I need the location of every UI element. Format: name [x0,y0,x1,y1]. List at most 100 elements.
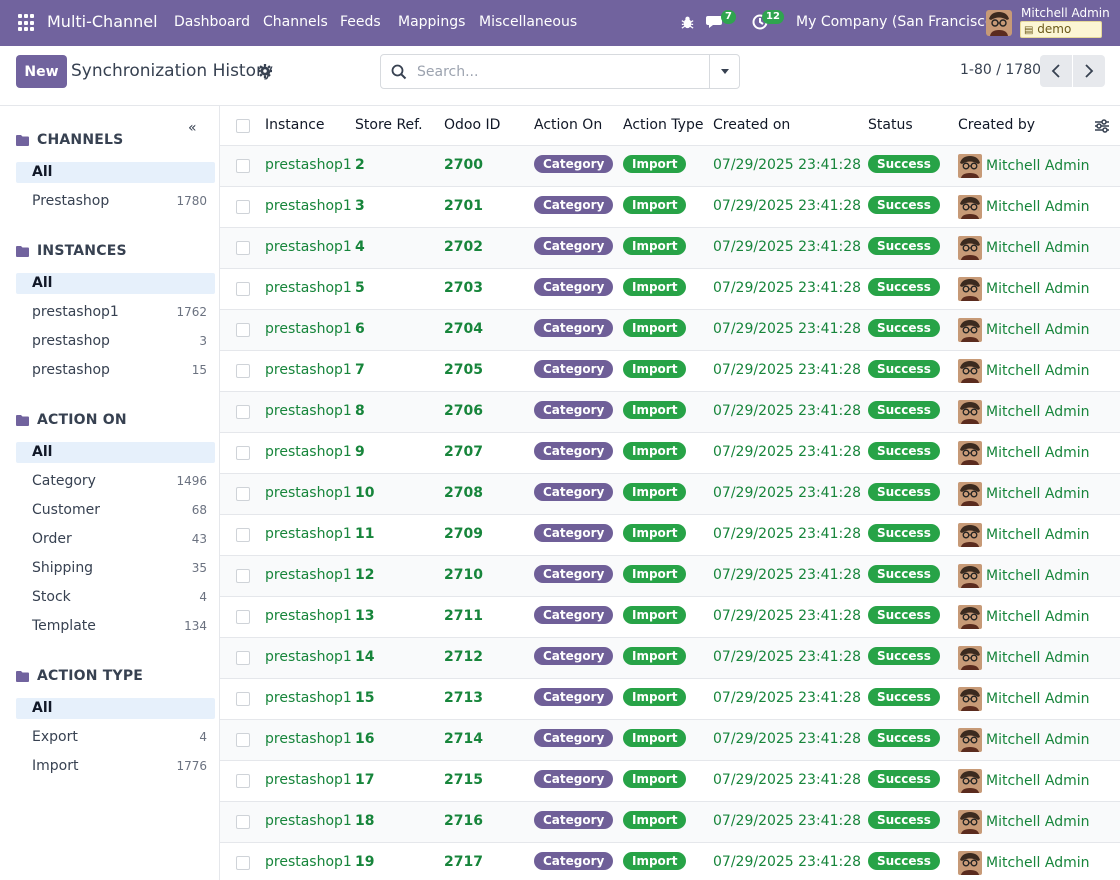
row-checkbox[interactable] [236,323,250,337]
table-row[interactable]: prestashop1 19 2717 Category Import 07/29/202… [220,843,1120,880]
table-row[interactable]: prestashop1 5 2703 Category Import 07/29/2025… [220,269,1120,310]
column-status[interactable]: Status [868,117,913,133]
filter-item[interactable]: Template 134 [16,616,215,637]
table-row[interactable]: prestashop1 14 2712 Category Import 07/29/202… [220,638,1120,679]
pager-value[interactable]: 1-80 / 1780 [960,62,1042,78]
filter-item[interactable]: prestashop 15 [16,360,215,381]
cell-created-on: 07/29/2025 23:41:28 [713,280,862,296]
table-row[interactable]: prestashop1 9 2707 Category Import 07/29/2025… [220,433,1120,474]
chat-icon[interactable] [706,14,724,30]
status-badge: Success [868,770,940,788]
row-checkbox[interactable] [236,487,250,501]
menu-mappings[interactable]: Mappings [398,14,466,30]
cell-instance: prestashop1 [265,280,352,296]
column-store-ref[interactable]: Store Ref. [355,117,423,133]
table-row[interactable]: prestashop1 15 2713 Category Import 07/29/202… [220,679,1120,720]
cell-created-by: Mitchell Admin [986,199,1090,215]
optional-columns-icon[interactable] [1094,118,1110,134]
column-action-on[interactable]: Action On [534,117,603,133]
table-row[interactable]: prestashop1 10 2708 Category Import 07/29/202… [220,474,1120,515]
filter-item[interactable]: All [16,162,215,183]
row-checkbox[interactable] [236,774,250,788]
column-created-on[interactable]: Created on [713,117,791,133]
pager-next-button[interactable] [1073,55,1105,87]
cell-store-ref: 8 [355,403,365,419]
filter-item[interactable]: prestashop1 1762 [16,302,215,323]
filter-item-label: Order [32,531,72,547]
cell-created-by: Mitchell Admin [986,445,1090,461]
bug-icon[interactable] [680,15,695,30]
row-checkbox[interactable] [236,364,250,378]
row-checkbox[interactable] [236,610,250,624]
row-checkbox[interactable] [236,241,250,255]
filter-item[interactable]: Export 4 [16,727,215,748]
new-button[interactable]: New [16,55,67,88]
row-checkbox[interactable] [236,159,250,173]
cell-created-on: 07/29/2025 23:41:28 [713,649,862,665]
cell-created-by: Mitchell Admin [986,404,1090,420]
row-checkbox[interactable] [236,446,250,460]
table-row[interactable]: prestashop1 17 2715 Category Import 07/29/202… [220,761,1120,802]
table-row[interactable]: prestashop1 8 2706 Category Import 07/29/2025… [220,392,1120,433]
gear-icon[interactable] [258,64,272,78]
filter-item[interactable]: Stock 4 [16,587,215,608]
menu-channels[interactable]: Channels [263,14,328,30]
table-row[interactable]: prestashop1 7 2705 Category Import 07/29/2025… [220,351,1120,392]
row-checkbox[interactable] [236,200,250,214]
row-checkbox[interactable] [236,856,250,870]
filter-item-label: Stock [32,589,71,605]
column-action-type[interactable]: Action Type [623,117,704,133]
filter-item-count: 35 [191,561,207,575]
user-name[interactable]: Mitchell Admin [1021,6,1110,20]
table-row[interactable]: prestashop1 4 2702 Category Import 07/29/2025… [220,228,1120,269]
row-checkbox[interactable] [236,733,250,747]
row-checkbox[interactable] [236,282,250,296]
filter-item[interactable]: Order 43 [16,529,215,550]
filter-item[interactable]: Customer 68 [16,500,215,521]
filter-item[interactable]: Category 1496 [16,471,215,492]
row-checkbox[interactable] [236,405,250,419]
cell-odoo-id: 2710 [444,567,483,583]
filter-item[interactable]: Prestashop 1780 [16,191,215,212]
table-row[interactable]: prestashop1 2 2700 Category Import 07/29/2025… [220,146,1120,187]
column-odoo-id[interactable]: Odoo ID [444,117,501,133]
table-row[interactable]: prestashop1 13 2711 Category Import 07/29/202… [220,597,1120,638]
avatar[interactable] [986,10,1012,36]
search-options-toggle[interactable] [709,55,739,88]
column-created-by[interactable]: Created by [958,117,1036,133]
search-input[interactable] [417,62,697,82]
status-badge: Success [868,360,940,378]
table-row[interactable]: prestashop1 11 2709 Category Import 07/29/202… [220,515,1120,556]
pager-previous-button[interactable] [1040,55,1072,87]
select-all-checkbox[interactable] [236,119,250,133]
filter-item[interactable]: Shipping 35 [16,558,215,579]
menu-dashboard[interactable]: Dashboard [174,14,250,30]
status-badge: Success [868,811,940,829]
filter-item[interactable]: prestashop 3 [16,331,215,352]
menu-feeds[interactable]: Feeds [340,14,381,30]
cell-created-on: 07/29/2025 23:41:28 [713,567,862,583]
table-row[interactable]: prestashop1 18 2716 Category Import 07/29/202… [220,802,1120,843]
row-checkbox[interactable] [236,569,250,583]
column-instance[interactable]: Instance [265,117,325,133]
table-row[interactable]: prestashop1 3 2701 Category Import 07/29/2025… [220,187,1120,228]
filter-section-header: CHANNELS [16,132,123,148]
row-checkbox[interactable] [236,528,250,542]
filter-item[interactable]: All [16,698,215,719]
filter-side-panel: « CHANNELS All Prestashop 1780 INSTANCES All p… [0,106,220,880]
filter-item[interactable]: Import 1776 [16,756,215,777]
apps-grid-icon[interactable] [18,14,36,32]
row-checkbox[interactable] [236,815,250,829]
filter-item[interactable]: All [16,273,215,294]
table-row[interactable]: prestashop1 12 2710 Category Import 07/29/202… [220,556,1120,597]
table-row[interactable]: prestashop1 6 2704 Category Import 07/29/2025… [220,310,1120,351]
app-brand[interactable]: Multi-Channel [47,12,158,31]
row-checkbox[interactable] [236,692,250,706]
filter-item[interactable]: All [16,442,215,463]
menu-miscellaneous[interactable]: Miscellaneous [479,14,578,30]
collapse-icon[interactable]: « [188,120,197,136]
row-checkbox[interactable] [236,651,250,665]
company-switcher[interactable]: My Company (San Francisco) [796,14,999,30]
divider [0,105,1120,106]
table-row[interactable]: prestashop1 16 2714 Category Import 07/29/202… [220,720,1120,761]
